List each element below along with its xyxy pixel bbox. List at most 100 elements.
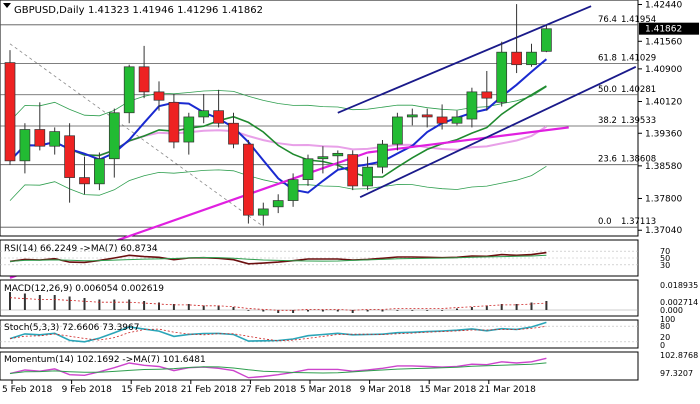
bearish-candle xyxy=(153,91,165,101)
fib-level-price: 1.40281 xyxy=(621,85,656,95)
macd-histogram-bar xyxy=(292,310,295,313)
macd-histogram-bar xyxy=(68,296,71,310)
rsi-tick-label: 30 xyxy=(660,261,670,270)
momentum-ma-line xyxy=(9,362,547,374)
price-grid xyxy=(9,43,264,227)
bollinger-upper-line xyxy=(9,86,547,122)
price-tick-label: 1.39360 xyxy=(645,129,682,139)
momentum-tick-label: 102.8768 xyxy=(660,351,698,360)
stoch-lines xyxy=(0,321,638,343)
macd-histogram-bar xyxy=(9,292,11,310)
macd-histogram-bar xyxy=(247,310,250,311)
macd-histogram-bar xyxy=(500,304,503,310)
bullish-candle xyxy=(392,116,403,145)
bearish-candle xyxy=(64,135,75,178)
bullish-candle xyxy=(94,158,105,185)
price-tick-label: 1.37800 xyxy=(645,194,682,204)
macd-histogram-bar xyxy=(336,310,339,312)
macd-histogram-bar xyxy=(545,301,548,310)
bearish-candle xyxy=(511,51,522,66)
bullish-candle xyxy=(287,179,299,201)
macd-histogram-bar xyxy=(113,299,116,310)
stoch-tick-label: 20 xyxy=(660,333,670,342)
rsi-ma-line xyxy=(9,254,547,262)
candles xyxy=(4,4,552,226)
macd-histogram-bar xyxy=(98,299,101,310)
bullish-candle xyxy=(451,116,463,124)
bullish-candle xyxy=(496,51,508,103)
magenta-support-line xyxy=(367,126,569,154)
macd-histogram-bar xyxy=(217,305,220,310)
fib-level-price: 1.41954 xyxy=(621,15,656,25)
bullish-candle xyxy=(257,208,269,216)
price-tick-label: 1.37040 xyxy=(645,226,682,236)
price-tick-label: 1.38580 xyxy=(645,162,682,172)
momentum-panel: Momentum(14) 102.1692 ->MA(7) 101.6481 1… xyxy=(0,351,698,381)
bullish-candle xyxy=(19,129,31,162)
bullish-candle xyxy=(541,28,552,52)
bullish-candle xyxy=(302,158,314,181)
bearish-candle xyxy=(138,66,150,93)
stoch-tick-label: 80 xyxy=(660,322,670,331)
rsi-lines xyxy=(0,250,638,266)
bullish-candle xyxy=(198,110,210,118)
price-tick-label: 1.41560 xyxy=(645,37,682,47)
macd-histogram-bar xyxy=(158,302,160,310)
macd-histogram-bar xyxy=(83,298,86,310)
momentum-tick-label: 97.3207 xyxy=(660,369,693,378)
macd-histogram-bar xyxy=(470,307,473,310)
fib-level-price: 1.41029 xyxy=(621,53,656,63)
macd-histogram-bar xyxy=(307,310,309,312)
rsi-label: RSI(14) 66.2249 ->MA(7) 60.8734 xyxy=(4,244,158,254)
ohlc-readout: 1.41323 1.41946 1.41296 1.41862 xyxy=(88,5,263,16)
time-tick-label: 15 Mar 2018 xyxy=(419,385,476,395)
macd-histogram-bar xyxy=(172,304,175,310)
time-tick-label: 21 Feb 2018 xyxy=(181,385,237,395)
bullish-candle xyxy=(377,143,388,168)
symbol-dropdown-icon xyxy=(3,3,11,8)
macd-lines xyxy=(0,292,638,313)
macd-histogram-bar xyxy=(530,302,533,310)
macd-histogram-bar xyxy=(232,307,235,310)
bullish-candle xyxy=(526,51,537,66)
fib-level-price: 1.37113 xyxy=(621,217,656,227)
macd-histogram-bar xyxy=(515,304,518,310)
macd-tick-label: 0.018935 xyxy=(660,281,698,290)
fib-level-percent: 61.8 xyxy=(598,53,617,63)
macd-histogram-bar xyxy=(187,304,190,310)
bearish-candle xyxy=(436,116,448,124)
macd-histogram-bar xyxy=(38,295,41,310)
fib-level-percent: 38.2 xyxy=(598,116,617,126)
macd-histogram-bar xyxy=(381,310,384,312)
current-price-box xyxy=(639,22,699,35)
bearish-candle xyxy=(243,143,254,216)
macd-histogram-bar xyxy=(366,310,369,312)
bearish-candle xyxy=(228,122,239,145)
macd-histogram-bar xyxy=(411,310,414,311)
momentum-lines xyxy=(9,357,547,379)
price-tick-label: 1.42440 xyxy=(645,1,682,11)
time-tick-label: 27 Feb 2018 xyxy=(240,385,296,395)
macd-histogram-bar xyxy=(321,310,324,312)
price-panel-frame xyxy=(0,0,639,237)
channel-lower-line xyxy=(359,65,637,199)
bullish-candle xyxy=(406,114,418,118)
bullish-candle xyxy=(123,66,135,114)
price-axis: 1.42440 1.41560 1.40900 1.40120 1.39360 1.385… xyxy=(638,1,699,236)
bullish-candle xyxy=(272,200,284,208)
stoch-label: Stoch(5,3,3) 72.6606 73.3967 xyxy=(4,323,139,333)
bullish-candle xyxy=(317,156,329,160)
momentum-panel-frame xyxy=(0,351,639,381)
bearish-candle xyxy=(481,91,493,99)
momentum-axis: 102.8768 97.3207 xyxy=(660,351,698,378)
rsi-tick-label: 50 xyxy=(660,254,670,263)
macd-histogram-bar xyxy=(351,310,354,313)
time-tick-label: 9 Mar 2018 xyxy=(360,385,412,395)
bearish-candle xyxy=(213,110,224,124)
stoch-panel-frame xyxy=(0,319,639,349)
fib-level-percent: 76.4 xyxy=(598,15,617,25)
